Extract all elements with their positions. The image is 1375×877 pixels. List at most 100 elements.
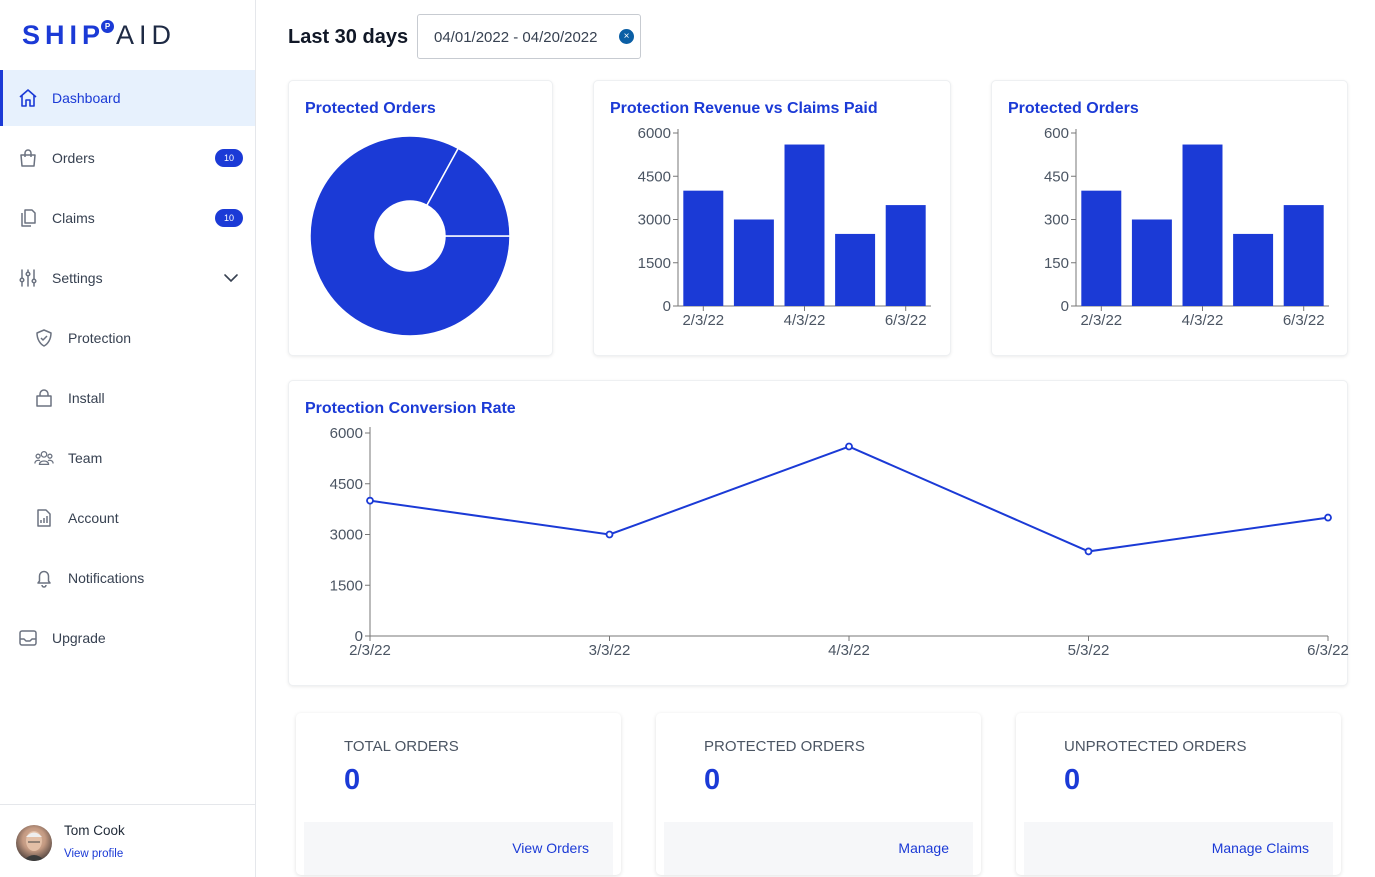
x-tick-label: 2/3/22 xyxy=(682,312,724,329)
view-profile-link[interactable]: View profile xyxy=(64,848,124,860)
x-tick-label: 4/3/22 xyxy=(784,312,826,329)
sidebar-item-label: Account xyxy=(68,510,119,526)
y-tick-label: 1500 xyxy=(638,255,671,272)
y-tick-label: 6000 xyxy=(638,125,671,142)
manage-link[interactable]: Manage xyxy=(898,840,949,856)
bar xyxy=(1131,219,1172,306)
x-tick-label: 4/3/22 xyxy=(828,642,870,659)
stat-footer: View Orders xyxy=(304,822,613,875)
donut-slice-0 xyxy=(309,135,511,337)
total-orders-card: TOTAL ORDERS 0 View Orders xyxy=(296,713,621,875)
stat-value: 0 xyxy=(1064,764,1081,796)
protected-orders-donut-card: Protected Orders xyxy=(288,80,553,356)
stat-footer: Manage xyxy=(664,822,973,875)
sidebar-item-label: Settings xyxy=(52,270,103,286)
donut-slice-1 xyxy=(425,147,511,237)
profile-name: Tom Cook xyxy=(64,823,125,838)
y-tick-label: 1500 xyxy=(330,577,363,594)
stat-value: 0 xyxy=(344,764,361,796)
bar xyxy=(683,190,724,306)
y-tick-label: 4500 xyxy=(330,476,363,493)
card-title: Protected Orders xyxy=(305,100,436,117)
y-tick-label: 3000 xyxy=(638,212,671,229)
inbox-icon xyxy=(18,628,38,648)
sidebar-item-install[interactable]: Install xyxy=(0,370,255,426)
sidebar-item-label: Orders xyxy=(52,150,95,166)
bar xyxy=(1283,205,1324,306)
series-line xyxy=(369,445,1329,553)
sidebar-item-dashboard[interactable]: Dashboard xyxy=(0,70,255,126)
team-icon xyxy=(34,448,54,468)
card-title: Protection Revenue vs Claims Paid xyxy=(610,100,878,117)
bar xyxy=(784,144,825,306)
x-tick-label: 6/3/22 xyxy=(1283,312,1325,329)
bar xyxy=(1233,233,1274,306)
sidebar-item-protection[interactable]: Protection xyxy=(0,310,255,366)
sidebar-item-label: Dashboard xyxy=(52,90,121,106)
sidebar-item-notifications[interactable]: Notifications xyxy=(0,550,255,606)
bar xyxy=(885,205,926,306)
report-chart-icon xyxy=(34,508,54,528)
sidebar-nav: Dashboard Orders 10 Claims 10 Settings xyxy=(0,70,255,670)
home-icon xyxy=(18,88,38,108)
card-title: Protection Conversion Rate xyxy=(305,400,516,417)
main-content: Last 30 days 04/01/2022 - 04/20/2022 × P… xyxy=(256,0,1375,877)
sidebar-item-claims[interactable]: Claims 10 xyxy=(0,190,255,246)
y-tick-label: 4500 xyxy=(638,168,671,185)
conversion-rate-line-chart: 0 1500 3000 4500 6000 2/3/22 3/3/22 4/3/22 5/3/2… xyxy=(330,425,1349,659)
y-tick-label: 0 xyxy=(355,628,363,645)
chevron-down-icon[interactable] xyxy=(223,270,239,289)
x-tick-label: 6/3/22 xyxy=(1307,642,1349,659)
sidebar-item-team[interactable]: Team xyxy=(0,430,255,486)
date-range-input[interactable]: 04/01/2022 - 04/20/2022 xyxy=(417,14,641,59)
user-profile[interactable]: Tom Cook View profile xyxy=(0,804,255,877)
sidebar-item-label: Upgrade xyxy=(52,630,106,646)
sidebar-item-label: Protection xyxy=(68,330,132,346)
x-tick-label: 6/3/22 xyxy=(885,312,927,329)
stat-footer: Manage Claims xyxy=(1024,822,1333,875)
manage-claims-link[interactable]: Manage Claims xyxy=(1211,840,1309,856)
y-tick-label: 3000 xyxy=(330,527,363,544)
avatar[interactable] xyxy=(16,825,52,861)
stat-value: 0 xyxy=(704,764,721,796)
sidebar-item-label: Notifications xyxy=(68,570,145,586)
y-tick-label: 0 xyxy=(663,298,671,315)
stat-label: PROTECTED ORDERS xyxy=(704,738,865,755)
sidebar-item-settings[interactable]: Settings xyxy=(0,250,255,306)
x-tick-label: 5/3/22 xyxy=(1068,642,1110,659)
bar xyxy=(835,233,876,306)
documents-icon xyxy=(18,208,38,228)
clear-icon[interactable]: × xyxy=(619,29,634,44)
data-point xyxy=(1324,513,1332,522)
date-range-label: Last 30 days xyxy=(288,26,409,48)
stat-label: TOTAL ORDERS xyxy=(344,738,459,755)
protected-orders-bar-chart: 0 150 300 450 600 2/3/22 4/3/22 6/3/22 xyxy=(1044,125,1329,329)
view-orders-link[interactable]: View Orders xyxy=(512,840,589,856)
y-tick-label: 450 xyxy=(1044,168,1069,185)
sidebar-item-label: Install xyxy=(68,390,105,406)
data-point xyxy=(366,496,374,505)
x-tick-label: 3/3/22 xyxy=(589,642,631,659)
protected-orders-donut-chart xyxy=(309,135,511,337)
sidebar-item-upgrade[interactable]: Upgrade xyxy=(0,610,255,666)
sidebar-item-label: Claims xyxy=(52,210,95,226)
bag-icon xyxy=(34,388,54,408)
y-tick-label: 600 xyxy=(1044,125,1069,142)
conversion-rate-card: Protection Conversion Rate 0 1500 3000 4500… xyxy=(288,380,1349,686)
logo-aid-text: AID xyxy=(116,19,177,50)
y-tick-label: 150 xyxy=(1044,255,1069,272)
x-tick-label: 2/3/22 xyxy=(1080,312,1122,329)
sidebar-item-orders[interactable]: Orders 10 xyxy=(0,130,255,186)
card-title: Protected Orders xyxy=(1008,100,1139,117)
data-point xyxy=(845,442,853,451)
revenue-vs-claims-chart: 0 1500 3000 4500 6000 2/3/22 4/3/22 6/3/22 xyxy=(638,125,931,329)
claims-count-badge: 10 xyxy=(215,209,243,227)
sidebar-item-account[interactable]: Account xyxy=(0,490,255,546)
data-point xyxy=(1084,547,1093,556)
stat-label: UNPROTECTED ORDERS xyxy=(1064,738,1247,755)
logo[interactable]: SHIP P AID xyxy=(22,18,176,52)
orders-count-badge: 10 xyxy=(215,149,243,167)
revenue-vs-claims-card: Protection Revenue vs Claims Paid 0 1500 3… xyxy=(593,80,951,356)
y-tick-label: 6000 xyxy=(330,425,363,442)
sidebar: SHIP P AID Dashboard Orders 10 Claims 10 xyxy=(0,0,256,877)
